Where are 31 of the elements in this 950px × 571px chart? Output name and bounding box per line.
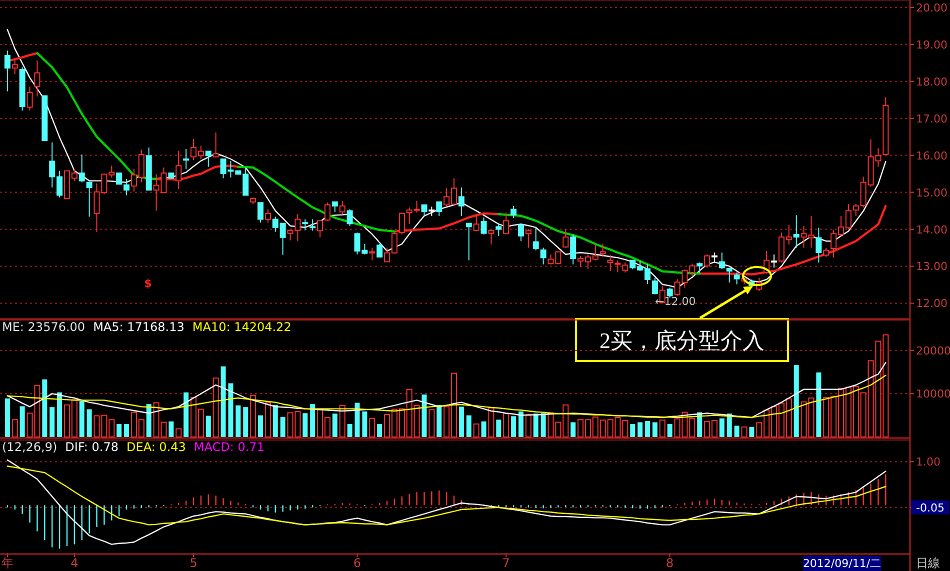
annotation: $ bbox=[144, 277, 152, 290]
text: 日線 bbox=[916, 556, 940, 570]
text: DIF: 0.78 bbox=[65, 440, 118, 454]
text: 2012/09/11/二 bbox=[802, 557, 882, 570]
y-tick-label: 1.00 bbox=[916, 456, 940, 469]
x-tick-label: 7 bbox=[502, 556, 510, 570]
annotation: 2买，底分型介入 bbox=[600, 328, 764, 353]
x-tick-label: 4 bbox=[70, 556, 78, 570]
y-tick-label: 17.00 bbox=[916, 112, 948, 126]
y-tick-label: 12.00 bbox=[916, 297, 948, 310]
text: MA10: 14204.22 bbox=[192, 320, 292, 334]
y-tick-label: 19.00 bbox=[916, 38, 948, 52]
y-tick-label: 16.00 bbox=[916, 149, 948, 162]
y-tick-label: 20000 bbox=[916, 344, 950, 358]
x-tick-label: 6 bbox=[353, 556, 362, 570]
y-tick-label: 20.00 bbox=[916, 1, 948, 14]
annotation: MACD: 0.71 bbox=[194, 440, 264, 454]
chart-title: (12,26,9) bbox=[2, 440, 58, 454]
text: MA5: 17168.13 bbox=[93, 320, 184, 334]
y-tick-label: 18.00 bbox=[916, 75, 948, 88]
y-tick-label: 10000 bbox=[916, 388, 950, 401]
y-tick-label: 14.00 bbox=[916, 223, 948, 236]
x-tick-label: 8 bbox=[666, 556, 674, 570]
y-tick-label: 15.00 bbox=[916, 186, 948, 200]
text: DEA: 0.43 bbox=[126, 440, 186, 454]
chart-title: ME: 23576.00 bbox=[2, 320, 86, 334]
y-tick-label: 13.00 bbox=[916, 260, 948, 274]
annotation: ←12.00 bbox=[655, 295, 696, 308]
x-tick-label: 5 bbox=[190, 556, 198, 570]
y-tick-label: -0.05 bbox=[916, 501, 944, 514]
x-tick-label: 年 bbox=[1, 556, 14, 570]
